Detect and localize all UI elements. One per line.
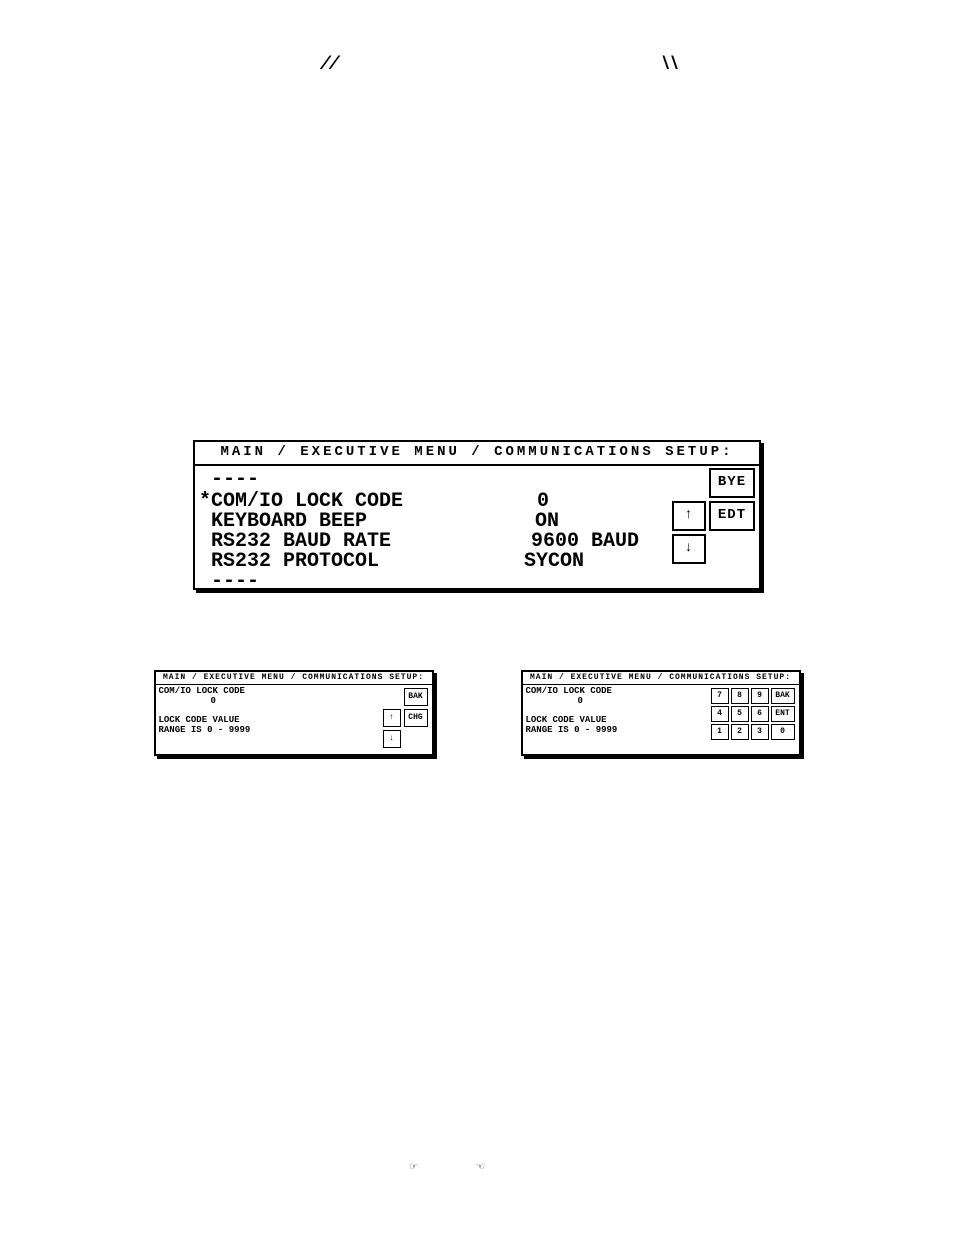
edit-value1: 0 bbox=[578, 697, 583, 706]
hidden-paragraph-1 bbox=[110, 172, 844, 235]
hidden-paragraph-3 bbox=[110, 326, 844, 410]
edit-line1: COM/IO LOCK CODE bbox=[159, 687, 245, 696]
lcd-screen-edit: MAIN / EXECUTIVE MENU / COMMUNICATIONS S… bbox=[154, 670, 434, 756]
small-screens-row: MAIN / EXECUTIVE MENU / COMMUNICATIONS S… bbox=[110, 640, 844, 756]
screen-title: MAIN / EXECUTIVE MENU / COMMUNICATIONS S… bbox=[195, 442, 759, 466]
down-button[interactable]: ↓ bbox=[383, 730, 401, 748]
row-beep-label: KEYBOARD BEEP bbox=[199, 512, 367, 532]
page-header-marks: // \\ bbox=[110, 54, 844, 94]
row-lockcode-value: 0 bbox=[537, 492, 549, 512]
lcd-screen-keypad: MAIN / EXECUTIVE MENU / COMMUNICATIONS S… bbox=[521, 670, 801, 756]
separator-bottom: ---- bbox=[211, 572, 259, 592]
key-7[interactable]: 7 bbox=[711, 688, 729, 704]
row-baud-label: RS232 BAUD RATE bbox=[199, 532, 391, 552]
row-beep-value: ON bbox=[535, 512, 559, 532]
edit-value1: 0 bbox=[211, 697, 216, 706]
blank-cell bbox=[672, 468, 706, 498]
key-6[interactable]: 6 bbox=[751, 706, 769, 722]
edit-line1: COM/IO LOCK CODE bbox=[526, 687, 612, 696]
hand-right-icon: ☜ bbox=[477, 1160, 544, 1174]
key-0[interactable]: 0 bbox=[771, 724, 795, 740]
up-button[interactable]: ↑ bbox=[383, 709, 401, 727]
bye-button[interactable]: BYE bbox=[709, 468, 755, 498]
edit-line2: LOCK CODE VALUE bbox=[159, 716, 240, 725]
blank-cell bbox=[383, 688, 401, 706]
down-button[interactable]: ↓ bbox=[672, 534, 706, 564]
row-proto-value: SYCON bbox=[524, 552, 584, 572]
up-button[interactable]: ↑ bbox=[672, 501, 706, 531]
key-2[interactable]: 2 bbox=[731, 724, 749, 740]
key-5[interactable]: 5 bbox=[731, 706, 749, 722]
page-root: // \\ MAIN / EXECUTIVE MENU / COMMUNICAT… bbox=[0, 0, 954, 1235]
edit-line3: RANGE IS 0 - 9999 bbox=[526, 726, 618, 735]
key-3[interactable]: 3 bbox=[751, 724, 769, 740]
side-button-grid: BYE ↑ EDT ↓ bbox=[672, 468, 755, 564]
hand-left-icon: ☞ bbox=[410, 1160, 477, 1174]
header-glyph-right: \\ bbox=[660, 54, 678, 77]
ent-button[interactable]: ENT bbox=[771, 706, 795, 722]
bak-button[interactable]: BAK bbox=[771, 688, 795, 704]
chg-button[interactable]: CHG bbox=[404, 709, 428, 727]
key-9[interactable]: 9 bbox=[751, 688, 769, 704]
side-button-grid: BAK ↑ CHG ↓ bbox=[383, 688, 428, 748]
key-4[interactable]: 4 bbox=[711, 706, 729, 722]
hidden-paragraph-2 bbox=[110, 249, 844, 312]
blank-cell bbox=[709, 534, 755, 564]
lcd-screen-main: MAIN / EXECUTIVE MENU / COMMUNICATIONS S… bbox=[193, 440, 761, 590]
key-8[interactable]: 8 bbox=[731, 688, 749, 704]
row-proto-label: RS232 PROTOCOL bbox=[199, 552, 379, 572]
separator-top: ---- bbox=[211, 470, 259, 490]
hidden-section-title bbox=[110, 138, 844, 158]
bak-button[interactable]: BAK bbox=[404, 688, 428, 706]
row-baud-value: 9600 BAUD bbox=[531, 532, 639, 552]
key-1[interactable]: 1 bbox=[711, 724, 729, 740]
edit-line3: RANGE IS 0 - 9999 bbox=[159, 726, 251, 735]
edt-button[interactable]: EDT bbox=[709, 501, 755, 531]
footer-hand-icons: ☞☜ bbox=[0, 1160, 954, 1175]
blank-cell bbox=[404, 730, 428, 748]
row-lockcode-label: *COM/IO LOCK CODE bbox=[199, 492, 403, 512]
header-glyph-left: // bbox=[320, 54, 338, 77]
edit-line2: LOCK CODE VALUE bbox=[526, 716, 607, 725]
numeric-keypad: 7 8 9 BAK 4 5 6 ENT 1 2 3 0 bbox=[711, 688, 795, 740]
